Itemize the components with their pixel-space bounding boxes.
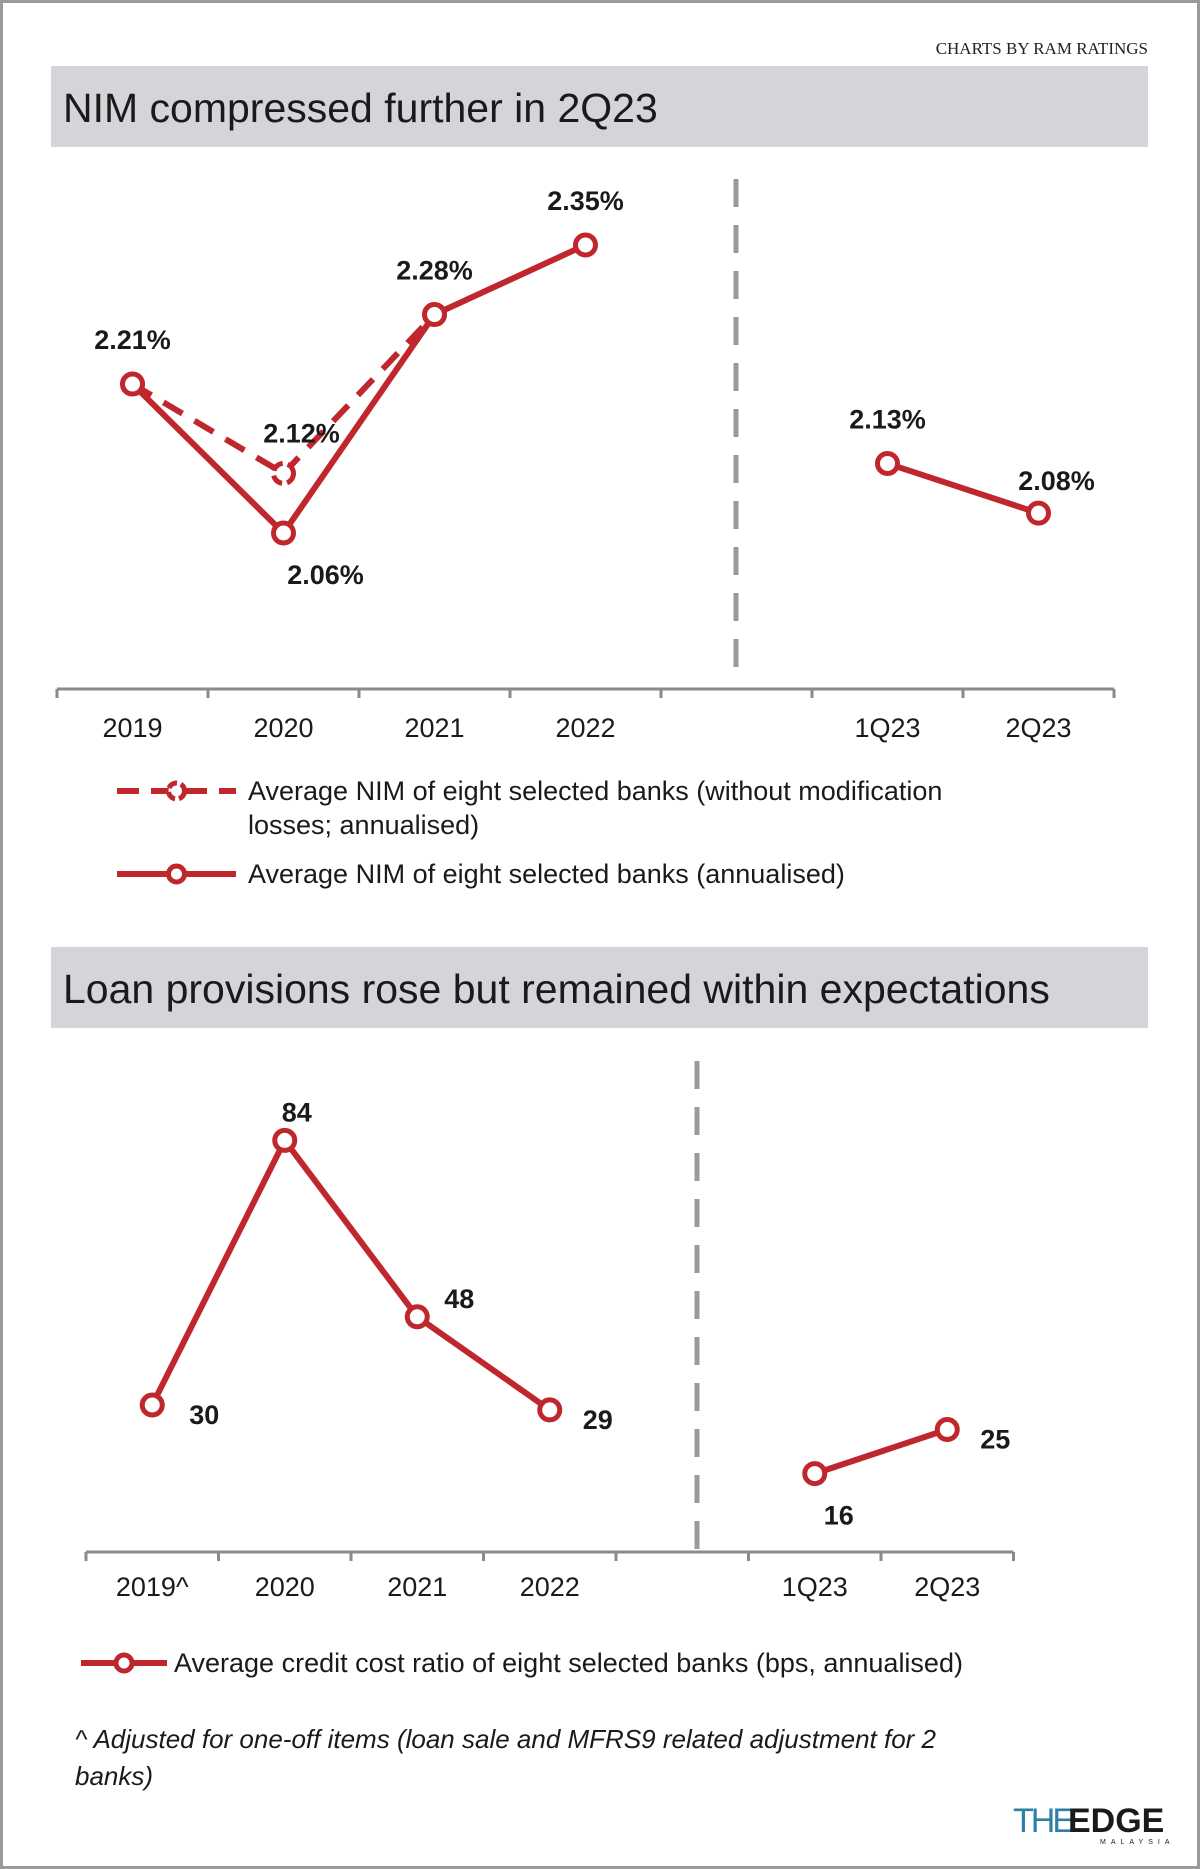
footnote: ^ Adjusted for one-off items (loan sale …: [75, 1724, 937, 1754]
data-label: 2.08%: [1018, 466, 1095, 496]
x-tick-label: 2020: [253, 713, 313, 743]
series-line-segment: [281, 312, 437, 476]
data-point: [934, 1417, 960, 1442]
chart-title: NIM compressed further in 2Q23: [63, 85, 658, 131]
data-label: 25: [980, 1425, 1010, 1455]
data-label: 29: [583, 1405, 613, 1435]
series-line-segment: [886, 460, 1040, 516]
x-tick-label: 2019^: [116, 1572, 189, 1602]
x-tick-label: 1Q23: [854, 713, 920, 743]
data-point: [802, 1461, 828, 1487]
data-point: [272, 1127, 298, 1153]
data-point: [271, 460, 296, 486]
chart-2: Loan provisions rose but remained within…: [51, 947, 1148, 1791]
credit-text: CHARTS BY RAM RATINGS: [936, 39, 1148, 58]
legend-label: losses; annualised): [248, 810, 479, 840]
x-tick-label: 2022: [520, 1572, 580, 1602]
data-label: 2.06%: [287, 560, 364, 590]
series-line-segment: [130, 381, 286, 536]
series-line-segment: [813, 1426, 949, 1477]
series-line-segment: [281, 312, 437, 535]
x-tick-label: 2019: [102, 713, 162, 743]
data-label: 2.21%: [94, 325, 171, 355]
data-label: 16: [824, 1501, 854, 1531]
chart-title-bar: [51, 66, 1148, 147]
x-tick-label: 2Q23: [914, 1572, 980, 1602]
chart-title: Loan provisions rose but remained within…: [63, 966, 1050, 1012]
data-label: 2.35%: [547, 186, 624, 216]
data-point: [139, 1392, 165, 1418]
legend-label: Average NIM of eight selected banks (ann…: [248, 859, 845, 889]
series-line-segment: [282, 1138, 420, 1319]
data-label: 48: [444, 1284, 474, 1314]
x-tick-label: 2020: [255, 1572, 315, 1602]
x-tick-label: 2021: [404, 713, 464, 743]
x-tick-label: 2021: [387, 1572, 447, 1602]
data-point: [537, 1397, 563, 1423]
footnote: banks): [75, 1761, 153, 1791]
series-line-segment: [130, 381, 286, 476]
data-label: 84: [282, 1097, 312, 1127]
data-point: [404, 1304, 430, 1330]
data-point: [1026, 500, 1051, 526]
series-line-segment: [415, 1314, 552, 1413]
series-line-segment: [149, 1139, 288, 1407]
x-tick-label: 2022: [555, 713, 615, 743]
data-point: [573, 232, 598, 258]
logo-edge: EDGE: [1068, 1802, 1164, 1840]
data-label: 2.13%: [849, 404, 926, 434]
data-point: [875, 450, 900, 476]
logo-the: THE: [1013, 1802, 1074, 1840]
x-tick-label: 2Q23: [1005, 713, 1071, 743]
logo-sub: MALAYSIA: [1100, 1839, 1175, 1846]
legend-marker: [166, 863, 187, 885]
data-label: 30: [189, 1400, 219, 1430]
x-tick-label: 1Q23: [782, 1572, 848, 1602]
data-label: 2.28%: [396, 256, 473, 286]
data-label: 2.12%: [263, 418, 340, 448]
legend-marker: [113, 1652, 135, 1674]
series-line-segment: [433, 242, 587, 318]
chart-title-bar: [51, 947, 1148, 1028]
legend-label: Average NIM of eight selected banks (wit…: [248, 776, 942, 806]
data-point: [120, 371, 145, 397]
the-edge-logo: THE EDGE MALAYSIA: [1013, 1802, 1175, 1846]
legend-marker: [166, 780, 187, 802]
data-point: [271, 520, 296, 546]
chart-1: NIM compressed further in 2Q23 2019 2020 20…: [51, 66, 1148, 889]
data-point: [422, 302, 447, 328]
legend-label: Average credit cost ratio of eight selec…: [174, 1648, 963, 1678]
